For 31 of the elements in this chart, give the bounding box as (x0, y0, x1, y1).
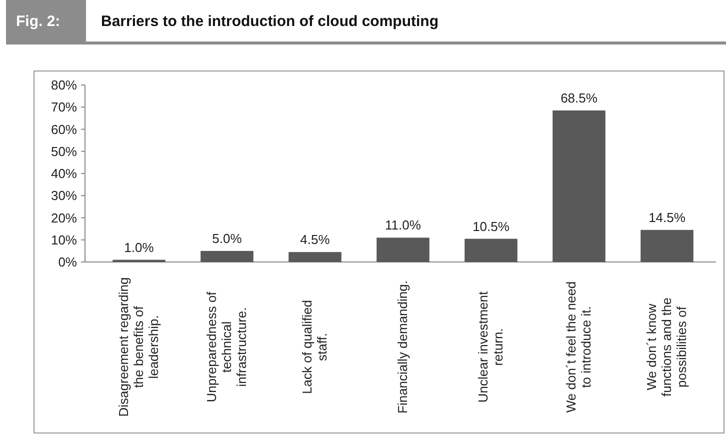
data-label: 10.5% (472, 218, 510, 234)
y-tick-label: 30% (50, 188, 78, 204)
y-tick-label: 0% (58, 254, 78, 270)
y-tick-label: 20% (50, 210, 78, 226)
data-label: 1.0% (124, 240, 154, 255)
data-label: 14.5% (648, 210, 686, 225)
y-tick-label: 50% (50, 144, 78, 159)
data-label: 68.5% (560, 90, 598, 106)
x-tick-label: Disagreement regarding the benefits of leadership. (116, 277, 161, 417)
bar (376, 238, 430, 262)
x-tick-label: Unclear investment return. (476, 290, 506, 403)
y-tick-label: 70% (50, 100, 78, 115)
data-label: 4.5% (300, 232, 330, 248)
bar (552, 110, 606, 262)
y-tick-label: 40% (50, 166, 78, 182)
bar (640, 230, 694, 262)
data-label: 11.0% (385, 218, 422, 233)
bar (464, 238, 518, 262)
bar (288, 252, 342, 262)
x-tick-label: We don´t know functions and the possibilities of (644, 297, 689, 397)
x-tick-label: Lack of qualified staff. (300, 300, 330, 394)
bar (200, 250, 254, 262)
x-tick-label: Financially demanding. (395, 280, 410, 414)
caption: Fig. 2: (16, 13, 60, 30)
y-tick-label: 60% (50, 122, 78, 137)
x-tick-label: We don´t feel the need to introduce it. (564, 281, 594, 413)
y-tick-label: 10% (50, 232, 78, 248)
y-tick-label: 80% (50, 78, 78, 93)
chart-title: Barriers to the introduction of cloud computing (101, 13, 438, 30)
x-tick-label: Unpreparedness of technical infrastructure. (204, 291, 249, 402)
data-label: 5.0% (212, 230, 242, 246)
